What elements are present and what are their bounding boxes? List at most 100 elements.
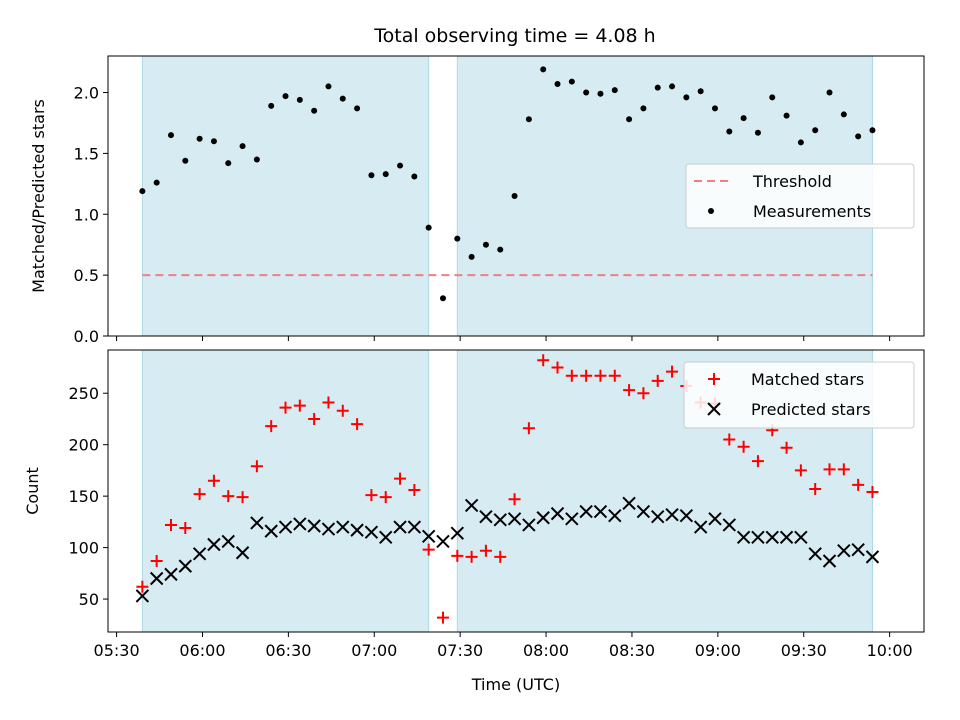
x-tick-label: 07:00 [351,641,397,660]
legend-box [683,361,915,429]
measurement-point [296,96,303,103]
measurement-point [497,246,504,253]
predicted-stars-point [293,517,307,531]
matched-stars-point [737,440,750,453]
predicted-stars-point [550,506,565,521]
matched-stars-point [837,463,850,476]
measurement-point [855,133,862,140]
predicted-stars-point [493,513,507,527]
matched-stars-point [379,491,392,504]
predicted-stars-point [393,520,407,534]
measurement-point [540,66,547,73]
measurement-point [525,116,532,123]
predicted-stars-point [579,504,593,519]
predicted-stars-point [522,518,536,532]
predicted-stars-point [350,523,364,537]
y-tick-label: 2.0 [74,84,99,103]
predicted-stars-point [765,530,779,545]
measurement-point [826,89,833,96]
predicted-stars-point [221,534,235,549]
top-panel-ratio: 0.0 0.5 1.0 1.5 2.0 Matched/Predicted stars Th… [29,55,925,346]
matched-stars-point [236,491,249,504]
measurement-point [225,160,232,167]
measurement-point [239,143,246,150]
x-tick-label: 09:00 [695,641,741,660]
legend-threshold-label: Threshold [752,172,832,191]
matched-stars-point [780,441,793,454]
measurement-point [167,132,174,139]
predicted-stars-point [736,530,751,545]
x-tick-label: 05:30 [94,641,140,660]
measurement-point [740,115,747,122]
axes-frame [107,55,925,337]
measurement-point [812,127,819,134]
matched-stars-point [494,550,507,563]
predicted-stars-point [135,589,150,603]
x-tick-label: 08:00 [523,641,569,660]
predicted-stars-point [622,496,636,511]
matched-stars-point [179,522,192,535]
matched-stars-point [637,387,650,400]
predicted-stars-point [851,542,865,557]
matched-stars-point [508,493,521,506]
predicted-stars-point [264,524,278,538]
predicted-stars-point [751,530,765,545]
matched-stars-point [193,488,206,501]
measurement-point [554,81,561,87]
matched-stars-point [279,401,292,414]
predicted-stars-point [665,507,679,522]
predicted-stars-point [321,522,336,536]
predicted-stars-point [250,516,264,530]
predicted-stars-point [436,534,450,549]
predicted-stars-point [235,546,250,560]
predicted-stars-point [464,498,479,513]
legend: Matched stars Predicted stars [683,361,915,429]
measurement-point [726,128,733,135]
predicted-stars-point [164,567,178,582]
y-tick-label: 1.0 [74,205,99,224]
measurement-point [454,235,461,242]
predicted-stars-point [178,559,193,573]
matched-stars-point [751,455,764,468]
predicted-stars-point [808,547,822,561]
predicted-stars-point [479,510,493,524]
matched-stars-point [408,483,421,496]
matched-stars-point [537,354,550,367]
predicted-stars-point [450,526,465,540]
matched-stars-point [451,549,464,562]
legend-measurements-label: Measurements [753,202,871,221]
measurement-point [439,295,446,302]
matched-stars-point [465,550,478,563]
x-tick-label: 06:00 [179,641,225,660]
x-tick-label: 09:30 [781,641,827,660]
measurement-point [153,179,160,186]
measurement-point [840,111,847,118]
axes-frame [107,349,925,633]
matched-stars-point [422,543,435,556]
matched-stars-point [351,418,364,431]
matched-stars-point [594,369,607,382]
y-tick-label: 150 [68,487,99,506]
measurement-point [368,172,375,179]
legend-predicted-swatch [707,402,721,416]
predicted-stars-point [679,508,694,523]
measurement-point [626,116,633,123]
y-tick-label: 100 [68,539,99,558]
measurement-point [597,90,604,97]
predicted-stars-point [565,512,579,526]
x-tick-label: 08:30 [609,641,655,660]
measurement-point [268,102,275,109]
matched-stars-point [809,482,822,495]
matched-stars-point [265,420,278,433]
y-tick-label: 250 [68,384,99,403]
observing-interval-shade [141,55,430,337]
measurement-point [711,105,718,112]
matched-stars-point [794,464,807,477]
measurement-point [339,95,346,102]
measurement-point [182,157,189,164]
matched-stars-point [336,404,349,417]
matched-stars-point [164,518,177,531]
bottom-panel-counts: 50 100 150 200 250 05:30 06:00 06:30 07:00 07:30 0… [23,349,925,694]
predicted-stars-point [407,520,422,534]
predicted-stars-point [364,525,379,539]
